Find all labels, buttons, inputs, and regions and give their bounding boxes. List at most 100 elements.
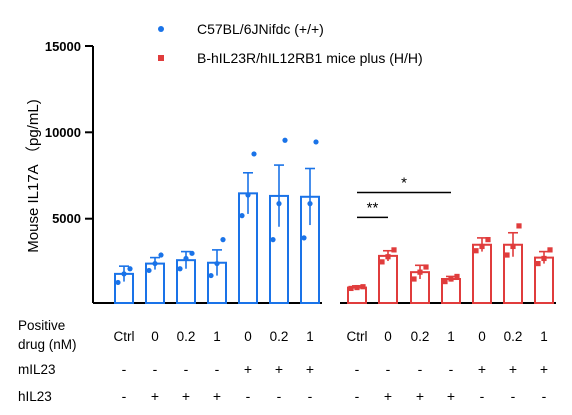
x-tick-label: 0: [384, 329, 392, 344]
data-point: [423, 264, 429, 270]
significance-label: **: [367, 199, 379, 216]
mil23-sign: -: [355, 361, 360, 377]
hil23-sign: -: [308, 388, 313, 404]
data-point: [208, 272, 214, 279]
x-tick-label: 0.2: [177, 329, 196, 344]
data-point: [510, 243, 516, 250]
data-point: [158, 252, 164, 258]
x-tick-label: 0: [244, 329, 252, 344]
mil23-sign: -: [184, 361, 189, 377]
data-point: [504, 252, 510, 258]
data-point: [391, 247, 397, 253]
x-tick-label: 0.2: [504, 329, 523, 344]
y-tick-label: 5000: [52, 211, 81, 226]
hil23-sign: +: [151, 388, 159, 404]
data-point: [239, 213, 245, 219]
mil23-sign: -: [386, 361, 391, 377]
hil23-sign: +: [182, 388, 190, 404]
hil23-sign: +: [213, 388, 221, 404]
hil23-sign: -: [480, 388, 485, 404]
data-point: [516, 223, 522, 229]
data-point: [245, 192, 251, 198]
data-point: [473, 248, 479, 254]
data-point: [276, 201, 282, 207]
legend-marker-wildtype: [158, 26, 164, 32]
data-point: [183, 255, 189, 262]
data-point: [251, 151, 257, 157]
mil23-sign: +: [540, 361, 548, 377]
y-tick-label: 10000: [45, 125, 81, 140]
hil23-sign: -: [355, 388, 360, 404]
data-point: [127, 266, 133, 272]
data-point: [115, 279, 121, 286]
x-tick-label: 1: [540, 329, 548, 344]
x-tick-label: 1: [447, 329, 455, 344]
data-point: [411, 276, 417, 282]
data-point: [220, 237, 226, 243]
mil23-sign: +: [478, 361, 486, 377]
data-point: [121, 271, 127, 277]
mil23-sign: +: [244, 361, 252, 377]
hil23-sign: +: [447, 388, 455, 404]
row-label-hil23: hIL23: [18, 389, 52, 404]
data-point: [379, 259, 385, 265]
x-tick-label: 1: [306, 329, 314, 344]
data-point: [270, 237, 276, 243]
legend-label-humanized: B-hIL23R/hIL12RB1 mice plus (H/H): [197, 50, 423, 66]
x-tick-label: 0: [151, 329, 159, 344]
mil23-sign: +: [275, 361, 283, 377]
hil23-sign: -: [511, 388, 516, 404]
hil23-sign: -: [246, 388, 251, 404]
hil23-sign: -: [122, 388, 127, 404]
data-point: [152, 260, 158, 267]
data-point: [448, 276, 454, 282]
data-point: [547, 247, 553, 253]
mil23-sign: -: [449, 361, 454, 377]
x-tick-label: Ctrl: [114, 329, 135, 344]
row-label-mil23: mIL23: [18, 362, 56, 377]
hil23-sign: +: [384, 388, 392, 404]
data-point: [313, 139, 319, 145]
data-point: [189, 250, 195, 256]
x-tick-label: 0.2: [270, 329, 289, 344]
data-point: [282, 137, 288, 143]
hil23-sign: -: [277, 388, 282, 404]
x-tick-label: 0.2: [411, 329, 430, 344]
y-axis-label: Mouse IL17A （pg/mL): [25, 99, 42, 252]
data-point: [454, 273, 460, 280]
significance-label: *: [401, 174, 407, 191]
legend: C57BL/6JNifdc (+/+) B-hIL23R/hIL12RB1 mi…: [158, 21, 423, 66]
y-axis: 5000 10000 15000: [45, 39, 94, 303]
mil23-sign: +: [306, 361, 314, 377]
mil23-sign: +: [509, 361, 517, 377]
mil23-sign: -: [122, 361, 127, 377]
row-label-drug-line2: drug (nM): [18, 337, 77, 352]
row-labels: Positive drug (nM) mIL23 hIL23: [18, 318, 77, 404]
data-point: [535, 260, 541, 267]
data-point: [541, 255, 547, 262]
data-point: [485, 237, 491, 243]
data-point: [479, 243, 485, 250]
legend-marker-humanized: [158, 55, 164, 61]
x-tick-label: 1: [213, 329, 221, 344]
x-tick-label: Ctrl: [347, 329, 368, 344]
hil23-sign: -: [542, 388, 547, 404]
mil23-sign: -: [215, 361, 220, 377]
data-point: [307, 201, 313, 207]
data-point: [442, 278, 448, 285]
data-point: [354, 284, 360, 291]
data-point: [301, 235, 307, 241]
data-point: [214, 260, 220, 267]
hil23-sign: +: [416, 388, 424, 404]
data-point: [348, 285, 354, 292]
row-label-drug-line1: Positive: [18, 318, 65, 333]
x-tick-label: 0: [478, 329, 486, 344]
mil23-sign: -: [153, 361, 158, 377]
bar: [472, 243, 492, 305]
data-point: [385, 254, 391, 260]
data-point: [417, 269, 423, 275]
data-point: [146, 267, 152, 274]
y-tick-label: 15000: [45, 39, 81, 54]
data-point: [360, 284, 366, 290]
